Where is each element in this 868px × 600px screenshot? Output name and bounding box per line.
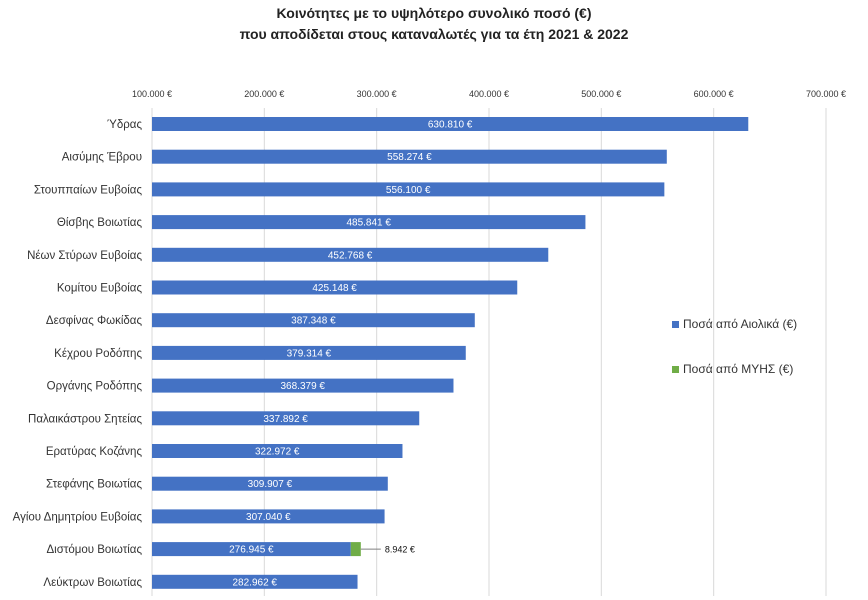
bar-myhs (350, 542, 361, 557)
data-label: 309.907 € (248, 479, 293, 490)
data-label: 556.100 € (386, 185, 431, 196)
bar-wind (152, 247, 549, 262)
category-label: Λεύκτρων Βοιωτίας (43, 577, 142, 589)
data-label: 558.274 € (387, 152, 432, 163)
data-label: 452.768 € (328, 250, 373, 261)
data-label: 387.348 € (291, 316, 336, 327)
category-label: Κομίτου Ευβοίας (57, 283, 143, 295)
x-tick-label: 200.000 € (244, 89, 284, 99)
category-label: Διστόμου Βοιωτίας (46, 544, 142, 556)
x-tick-label: 500.000 € (581, 89, 621, 99)
x-tick-label: 700.000 € (806, 89, 846, 99)
category-label: Στεφάνης Βοιωτίας (46, 479, 142, 491)
legend-label: Ποσά από Αιολικά (€) (683, 317, 797, 331)
category-label: Οργάνης Ροδόπης (47, 381, 143, 393)
category-label: Ύδρας (107, 119, 142, 131)
bar-wind (152, 313, 475, 328)
title-line-1: Κοινότητες με το υψηλότερο συνολικό ποσό… (276, 5, 592, 21)
data-label: 425.148 € (312, 283, 357, 294)
bar-wind (152, 182, 665, 197)
bar-wind (152, 444, 403, 458)
category-label: Θίσβης Βοιωτίας (57, 217, 143, 229)
data-label: 485.841 € (346, 218, 391, 229)
data-label: 337.892 € (263, 414, 308, 425)
data-label: 322.972 € (255, 447, 300, 458)
data-label: 307.040 € (246, 512, 291, 523)
data-label: 379.314 € (287, 348, 332, 359)
bar-wind (152, 345, 466, 360)
bar-wind (152, 378, 454, 393)
bar-wind (152, 117, 749, 131)
x-tick-label: 100.000 € (132, 89, 172, 99)
data-label: 368.379 € (280, 381, 325, 392)
legend-label: Ποσά από ΜΥΗΣ (€) (683, 362, 793, 376)
category-label: Κέχρου Ροδόπης (54, 348, 142, 360)
x-tick-label: 400.000 € (469, 89, 509, 99)
data-label: 282.962 € (233, 577, 278, 588)
bar-wind (152, 215, 586, 230)
chart-title: Κοινότητες με το υψηλότερο συνολικό ποσό… (0, 3, 868, 45)
bar-wind (152, 574, 358, 589)
category-label: Ερατύρας Κοζάνης (46, 446, 143, 458)
category-label: Δεσφίνας Φωκίδας (46, 315, 143, 327)
bar-wind (152, 280, 518, 295)
bar-wind (152, 149, 667, 164)
title-line-2: που αποδίδεται στους καταναλωτές για τα … (239, 26, 629, 42)
data-label: 8.942 € (385, 545, 415, 555)
category-label: Νέων Στύρων Ευβοίας (27, 250, 142, 262)
category-label: Αισύμης Έβρου (62, 152, 142, 164)
bar-wind (152, 509, 385, 524)
category-label: Παλαικάστρου Σητείας (28, 413, 142, 425)
legend-swatch (672, 321, 679, 328)
x-tick-label: 600.000 € (694, 89, 734, 99)
bar-wind (152, 476, 388, 491)
legend-swatch (672, 366, 679, 373)
bar-wind (152, 542, 351, 557)
data-label: 276.945 € (229, 545, 274, 556)
category-label: Αγίου Δημητρίου Ευβοίας (13, 511, 143, 523)
category-label: Στουππαίων Ευβοίας (34, 184, 143, 196)
data-label: 630.810 € (428, 120, 473, 131)
x-tick-label: 300.000 € (357, 89, 397, 99)
bar-wind (152, 411, 420, 426)
